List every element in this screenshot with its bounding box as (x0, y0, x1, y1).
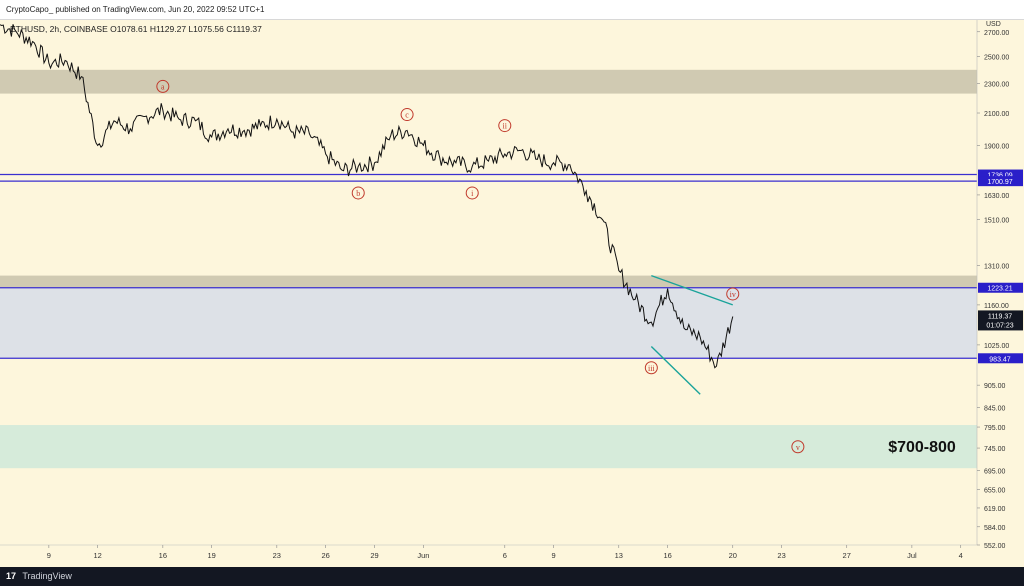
wave-label-ii: ii (503, 122, 508, 131)
wave-label-a: a (161, 82, 165, 91)
wave-label-circle-7 (791, 440, 805, 454)
y-tick-label-5: 1630.00 (984, 193, 1009, 200)
wave-label-i: i (471, 189, 474, 198)
x-tick-label-13: 23 (777, 551, 785, 560)
y-tick-label-18: 552.00 (984, 543, 1006, 550)
x-tick-label-12: 20 (729, 551, 737, 560)
current-price-tag (978, 310, 1023, 331)
wave-label-b: b (356, 189, 360, 198)
price-chart[interactable]: ETHUSD, 2h, COINBASE O1078.61 H1129.27 L… (0, 20, 1024, 567)
tradingview-brand[interactable]: TradingView (22, 571, 72, 581)
zone-resistance-2 (0, 275, 977, 288)
publisher-info: CryptoCapo_ published on TradingView.com… (6, 5, 265, 14)
chart-area[interactable]: ETHUSD, 2h, COINBASE O1078.61 H1129.27 L… (0, 20, 1024, 567)
zone-resistance-0 (0, 69, 977, 94)
x-tick-label-1: 12 (94, 551, 102, 560)
x-tick-label-8: 6 (503, 551, 507, 560)
y-tick-label-7: 1310.00 (984, 264, 1009, 271)
y-tick-label-11: 845.00 (984, 405, 1006, 412)
zone-target-3 (0, 425, 977, 469)
wave-label-circle-6 (726, 287, 740, 301)
wave-label-c: c (405, 111, 409, 120)
x-tick-label-0: 9 (47, 551, 51, 560)
y-tick-label-12: 795.00 (984, 425, 1006, 432)
y-tick-label-17: 584.00 (984, 525, 1006, 532)
wave-label-circle-5 (644, 361, 658, 375)
wedge-line-1 (650, 345, 701, 395)
level-tag-label-3: 983.47 (989, 356, 1011, 363)
y-tick-label-3: 2100.00 (984, 111, 1009, 118)
wedge-line-0 (651, 274, 733, 306)
x-tick-label-16: 4 (959, 551, 963, 560)
wave-label-circle-1 (351, 186, 365, 200)
wave-label-circle-4 (498, 119, 512, 133)
wave-label-iii: iii (648, 364, 655, 373)
wave-label-iv: iv (730, 290, 736, 299)
footer: 17 TradingView (0, 567, 1024, 586)
chart-header: CryptoCapo_ published on TradingView.com… (0, 0, 1024, 20)
x-tick-label-6: 29 (370, 551, 378, 560)
x-tick-label-5: 26 (321, 551, 329, 560)
chart-title: ETHUSD, 2h, COINBASE O1078.61 H1129.27 L… (10, 24, 262, 34)
level-tag-2 (978, 282, 1023, 293)
x-tick-label-4: 23 (273, 551, 281, 560)
y-tick-label-1: 2500.00 (984, 55, 1009, 62)
wave-label-circle-0 (156, 79, 170, 93)
y-tick-label-13: 745.00 (984, 446, 1006, 453)
y-tick-label-15: 655.00 (984, 488, 1006, 495)
x-tick-label-9: 9 (552, 551, 556, 560)
bar-countdown-label: 01:07:23 (986, 322, 1013, 329)
price-axis-background[interactable] (977, 20, 1024, 567)
level-tag-label-0: 1736.09 (987, 173, 1012, 180)
level-tag-1 (978, 176, 1023, 187)
y-tick-label-10: 905.00 (984, 383, 1006, 390)
y-tick-label-0: 2700.00 (984, 30, 1009, 37)
y-tick-label-6: 1510.00 (984, 218, 1009, 225)
wave-label-v: v (796, 443, 800, 452)
x-tick-label-3: 19 (208, 551, 216, 560)
x-tick-label-15: Jul (907, 551, 917, 560)
y-tick-label-4: 1900.00 (984, 143, 1009, 150)
wave-label-circle-3 (465, 186, 479, 200)
x-tick-label-2: 16 (159, 551, 167, 560)
axis-currency-label: USD (986, 21, 1001, 28)
x-tick-label-7: Jun (417, 551, 429, 560)
level-tag-label-2: 1223.21 (987, 286, 1012, 293)
y-tick-label-16: 619.00 (984, 506, 1006, 513)
level-tag-label-1: 1700.97 (987, 179, 1012, 186)
level-tag-3 (978, 353, 1023, 364)
tradingview-logo-icon[interactable]: 17 (6, 571, 17, 581)
y-tick-label-14: 695.00 (984, 469, 1006, 476)
zone-range-1 (0, 287, 977, 359)
x-tick-label-14: 27 (843, 551, 851, 560)
price-series-line[interactable] (0, 24, 734, 369)
x-tick-label-11: 16 (663, 551, 671, 560)
y-tick-label-2: 2300.00 (984, 82, 1009, 89)
wave-label-circle-2 (400, 108, 414, 122)
current-price-label: 1119.37 (988, 313, 1012, 320)
x-tick-label-10: 13 (615, 551, 623, 560)
level-tag-0 (978, 169, 1023, 180)
target-annotation: $700-800 (888, 439, 956, 456)
y-tick-label-9: 1025.00 (984, 343, 1009, 350)
y-tick-label-8: 1160.00 (984, 303, 1009, 310)
